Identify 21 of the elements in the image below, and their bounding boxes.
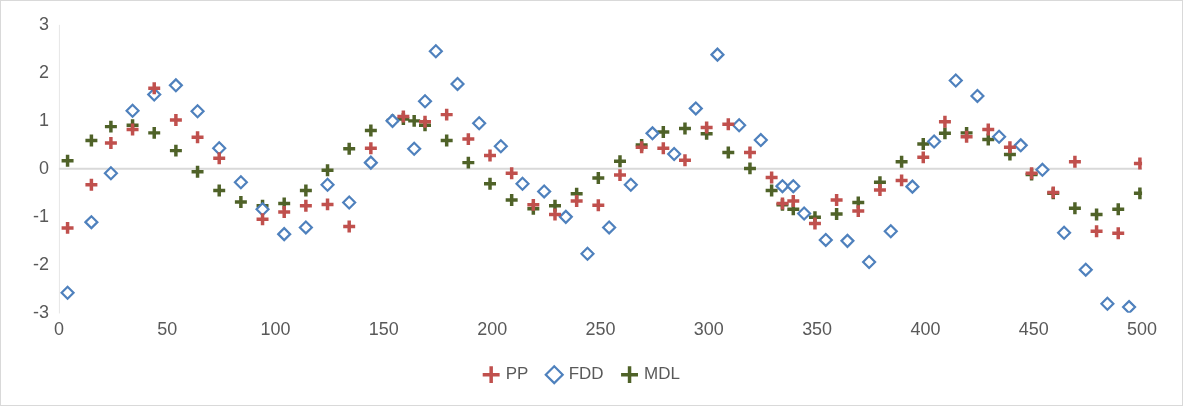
x-tick-label: 400 xyxy=(910,318,941,339)
x-tick-label: 50 xyxy=(157,318,178,339)
x-tick-label: 350 xyxy=(802,318,833,339)
y-tick-label: -1 xyxy=(32,205,49,226)
x-tick-label: 450 xyxy=(1018,318,1049,339)
y-tick-label: -2 xyxy=(32,253,49,274)
x-tick-label: 200 xyxy=(477,318,508,339)
x-tick-label: 100 xyxy=(260,318,291,339)
y-tick-label: 1 xyxy=(38,109,49,130)
x-tick-label: 0 xyxy=(53,318,64,339)
x-tick-label: 150 xyxy=(368,318,399,339)
y-tick-label: 2 xyxy=(38,61,49,82)
y-tick-label: 3 xyxy=(38,13,49,34)
x-tick-label: 300 xyxy=(693,318,724,339)
y-tick-label: 0 xyxy=(38,157,49,178)
legend-label: MDL xyxy=(644,364,680,384)
legend-label: FDD xyxy=(568,364,604,384)
y-tick-label: -3 xyxy=(32,301,49,322)
x-tick-label: 500 xyxy=(1127,318,1158,339)
x-tick-label: 250 xyxy=(585,318,616,339)
legend-label: PP xyxy=(505,364,529,384)
